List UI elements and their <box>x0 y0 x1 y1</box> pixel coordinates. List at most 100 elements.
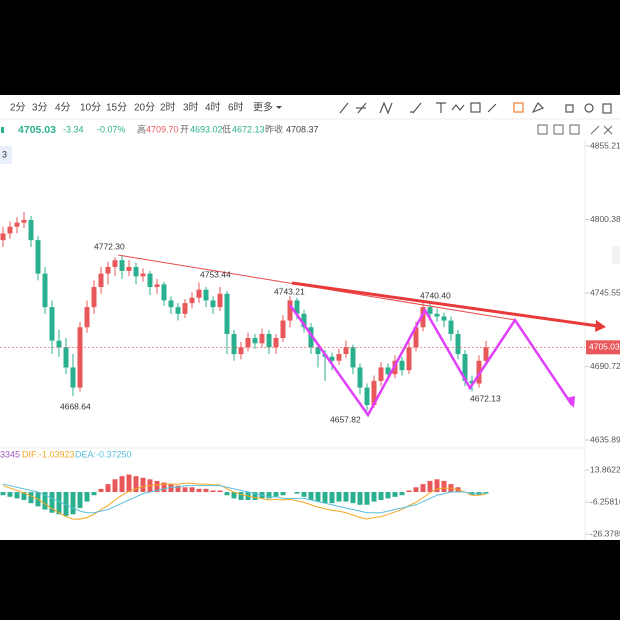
y-tick-label: 4690.72 <box>590 361 620 371</box>
macd-tick-label: -6.25816 <box>590 496 620 506</box>
macd-tick-label: -26.37852 <box>590 528 620 538</box>
candle-body <box>280 320 286 338</box>
period-tab[interactable]: 6时 <box>228 102 244 114</box>
candle-body <box>182 303 188 314</box>
side-toggle[interactable] <box>612 246 620 264</box>
candle-body <box>413 327 419 348</box>
macd-bar <box>119 476 125 493</box>
candle-body <box>105 266 111 274</box>
period-tab[interactable]: 15分 <box>106 102 127 114</box>
candle-body <box>273 337 279 348</box>
candle-body <box>133 266 139 277</box>
candle-body <box>301 313 307 328</box>
candle-body <box>42 273 48 308</box>
macd-bar <box>7 492 13 497</box>
price-annotation: 4743.21 <box>274 286 305 296</box>
candle-body <box>98 273 104 288</box>
quote-low-label: 低 <box>222 123 231 134</box>
macd-bar <box>357 492 363 505</box>
macd-bar <box>42 492 48 510</box>
period-tab[interactable]: 3时 <box>183 102 199 114</box>
candle-body <box>7 226 13 234</box>
quote-prev: 4708.37 <box>286 124 319 134</box>
last-price-label: 4705.03 <box>589 342 620 352</box>
macd-bar <box>161 482 167 493</box>
more-caret <box>276 106 282 109</box>
period-tab[interactable]: 10分 <box>80 102 101 114</box>
macd-bar <box>231 492 237 499</box>
candle-body <box>217 293 223 308</box>
macd-bar <box>112 479 118 493</box>
macd-bar <box>420 484 426 493</box>
y-tick-label: 4635.89 <box>590 434 620 444</box>
candle-body <box>112 260 118 267</box>
macd-bar <box>273 492 279 497</box>
candle-body <box>448 320 454 334</box>
pane-icons[interactable] <box>537 124 613 135</box>
toolbar-icons[interactable] <box>339 101 612 115</box>
candle-body <box>469 380 475 384</box>
macd-bar <box>280 492 286 496</box>
macd-bar <box>406 490 412 493</box>
candle-body <box>21 220 27 223</box>
macd-tick-label: 13.86220 <box>590 464 620 474</box>
candle-body <box>35 240 41 274</box>
macd-bar <box>336 492 342 502</box>
period-tab[interactable]: 2分 <box>10 102 26 114</box>
macd-bar <box>399 492 405 496</box>
candle-body <box>455 333 461 355</box>
macd-bar <box>98 488 104 493</box>
candle-body <box>483 347 489 361</box>
macd-bar <box>301 492 307 497</box>
candle-body <box>406 347 412 371</box>
candle-body <box>385 367 391 375</box>
macd-bar <box>126 474 132 493</box>
candle-body <box>252 337 258 344</box>
candle-body <box>224 293 230 334</box>
macd-bar <box>238 492 244 500</box>
candle-body <box>238 347 244 355</box>
macd-bar <box>168 484 174 493</box>
period-tab[interactable]: 更多 <box>253 101 273 114</box>
period-tab[interactable]: 3分 <box>32 102 48 114</box>
macd-bar <box>266 492 272 499</box>
dea-label: DEA:-0.37250 <box>75 449 132 459</box>
badge: 3 <box>2 149 7 159</box>
macd-bar <box>49 492 55 513</box>
macd-bar <box>175 485 181 493</box>
quote-open: 4693.02 <box>190 124 223 134</box>
candle-body <box>147 273 153 288</box>
price-annotation: 4740.40 <box>420 290 451 300</box>
macd-bar <box>182 487 188 493</box>
candle-body <box>315 347 321 355</box>
candle-body <box>168 300 174 308</box>
candle-body <box>245 337 251 348</box>
macd-bar <box>385 492 391 499</box>
macd-bar <box>294 492 300 494</box>
candle-body <box>343 347 349 355</box>
candle-body <box>119 260 125 271</box>
zigzag <box>288 304 574 418</box>
candle-body <box>357 367 363 388</box>
macd-bar <box>350 492 356 504</box>
candle-body <box>56 340 62 348</box>
quote-marker <box>1 127 4 133</box>
period-tab[interactable]: 20分 <box>134 102 155 114</box>
candle-body <box>231 333 237 355</box>
macd-bar <box>392 492 398 497</box>
quote-prev-label: 昨收 <box>265 123 283 134</box>
candle-body <box>70 367 76 388</box>
candle-body <box>399 360 405 371</box>
candle-body <box>196 289 202 298</box>
arrow-head <box>595 320 606 332</box>
candle-body <box>378 367 384 381</box>
candle-body <box>84 307 90 328</box>
candle-body <box>371 380 377 405</box>
period-tab[interactable]: 4时 <box>205 102 221 114</box>
candle-body <box>210 300 216 308</box>
screen <box>0 95 620 540</box>
period-tab[interactable]: 4分 <box>55 102 71 114</box>
period-tab[interactable]: 2时 <box>160 102 176 114</box>
dea-line <box>2 483 487 514</box>
